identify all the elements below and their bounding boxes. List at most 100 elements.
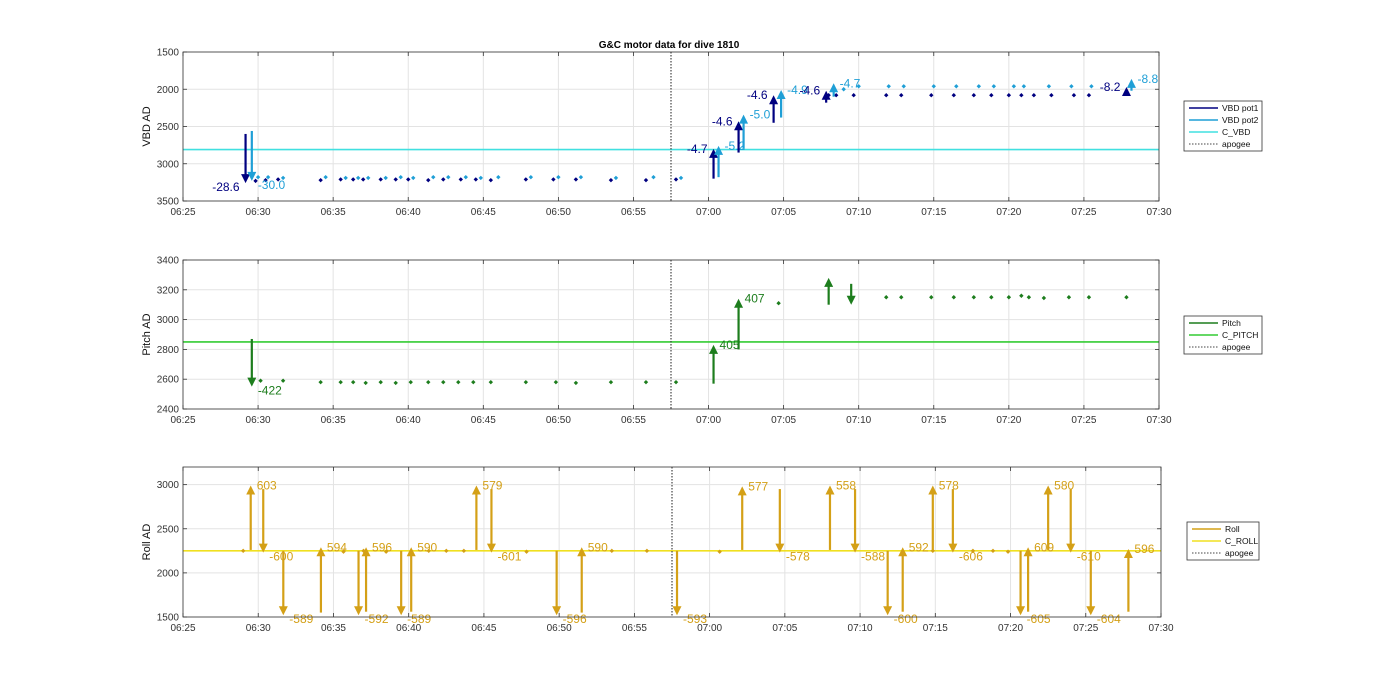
y-tick-label: 2000 (157, 85, 180, 96)
data-point (989, 295, 994, 300)
x-tick-label: 06:30 (246, 623, 271, 634)
data-point (931, 84, 936, 89)
x-tick-label: 07:05 (772, 623, 797, 634)
x-tick-label: 06:30 (246, 207, 271, 218)
move-label: -4.6 (799, 84, 820, 98)
y-tick-label: 2400 (157, 405, 180, 416)
data-point (951, 93, 956, 98)
data-point (406, 177, 411, 182)
move-label: -30.0 (258, 178, 286, 192)
move-label: -588 (861, 550, 885, 564)
y-tick-label: 3000 (157, 315, 180, 326)
chart-panels: -28.6 -30.0-4.7 -5.2-4.6 -5.0-4.6 -4.9-4.6-4… (141, 48, 1263, 634)
legend-label: Pitch (1222, 318, 1241, 328)
y-tick-label: 2500 (157, 524, 180, 535)
move-label: -5.0 (750, 108, 771, 122)
data-point (989, 93, 994, 98)
x-tick-label: 07:30 (1146, 207, 1171, 218)
data-point (573, 380, 579, 386)
move-label: -4.9 (787, 83, 808, 97)
data-point (338, 379, 343, 385)
data-point (1019, 293, 1024, 298)
x-tick-label: 07:15 (923, 623, 948, 634)
data-point (426, 548, 431, 554)
data-point (383, 175, 388, 181)
data-point (265, 174, 271, 180)
plot-frame (182, 259, 1160, 410)
data-point (463, 174, 468, 180)
y-tick-label: 2800 (157, 345, 180, 356)
x-tick-label: 07:05 (771, 207, 796, 218)
move-label: 590 (588, 540, 608, 554)
move-arrow-head (928, 485, 938, 495)
move-arrow-head (829, 83, 839, 93)
x-tick-label: 07:10 (848, 623, 873, 634)
y-axis: 1500 2000 2500 3000 3500 (157, 48, 1159, 208)
data-point (970, 548, 976, 554)
data-point (1071, 93, 1077, 98)
data-point (651, 174, 656, 180)
move-arrow-head (734, 298, 744, 308)
data-point (851, 93, 856, 98)
data-point (954, 84, 959, 89)
data-point (263, 177, 268, 183)
move-arrow-head (739, 114, 749, 124)
data-point (1021, 84, 1027, 89)
legend-label: C_ROLL (1225, 536, 1258, 546)
panel-1: -28.6 -30.0-4.7 -5.2-4.6 -5.0-4.6 -4.9-4.6-4… (141, 48, 1263, 218)
move-arrow-head (241, 174, 251, 184)
data-point (441, 177, 446, 182)
x-tick-label: 07:00 (697, 623, 722, 634)
data-point (776, 301, 781, 306)
data-point (1041, 295, 1047, 301)
move-arrow-head (247, 377, 257, 387)
data-point (608, 177, 614, 183)
y-tick-label: 3500 (157, 197, 180, 208)
motor-moves: 603 -600 -589 594 -592 596 -589 590 579 -601 -596 5… (246, 479, 1155, 626)
x-tick-label: 07:00 (696, 415, 721, 426)
data-point (971, 93, 977, 98)
move-label: -589 (289, 612, 313, 626)
move-label: -8.8 (1137, 72, 1158, 86)
move-label: 596 (1134, 542, 1154, 556)
x-tick-label: 06:55 (621, 415, 646, 426)
move-label: -422 (258, 384, 282, 398)
move-label: -606 (959, 550, 983, 564)
data-point (578, 174, 584, 180)
data-point (458, 177, 463, 182)
move-arrow-head (1023, 547, 1033, 557)
data-point (1026, 295, 1032, 300)
move-arrow-head (278, 606, 288, 616)
data-point (884, 295, 889, 300)
move-label: -610 (1077, 550, 1101, 564)
data-point (886, 84, 891, 89)
data-point (990, 548, 996, 554)
move-arrow-head (246, 485, 256, 495)
data-point (643, 379, 649, 385)
data-point (528, 174, 534, 180)
data-point (488, 379, 494, 385)
y-tick-label: 3400 (157, 256, 180, 267)
data-point (643, 177, 649, 183)
data-point (1011, 84, 1017, 89)
y-tick-label: 2000 (157, 568, 180, 579)
data-point (1005, 549, 1011, 554)
x-axis: 06:25 06:30 06:35 06:40 06:45 06:50 06:55 07:00… (170, 52, 1172, 218)
move-arrow-head (247, 171, 257, 181)
data-point (673, 379, 679, 385)
x-axis: 06:25 06:30 06:35 06:40 06:45 06:50 06:55 07:00… (170, 260, 1172, 426)
data-point (929, 93, 934, 98)
data-point (1089, 84, 1094, 89)
data-point (608, 379, 614, 385)
data-point (318, 177, 323, 183)
move-arrow-head (825, 485, 835, 495)
x-tick-label: 07:20 (998, 623, 1023, 634)
move-arrow-head (1043, 485, 1053, 495)
data-point (901, 84, 906, 89)
move-arrow-head (577, 547, 587, 557)
move-arrow-head (769, 95, 779, 105)
move-label: -4.6 (747, 88, 768, 102)
x-tick-label: 07:25 (1073, 623, 1098, 634)
move-label: 603 (257, 479, 277, 493)
